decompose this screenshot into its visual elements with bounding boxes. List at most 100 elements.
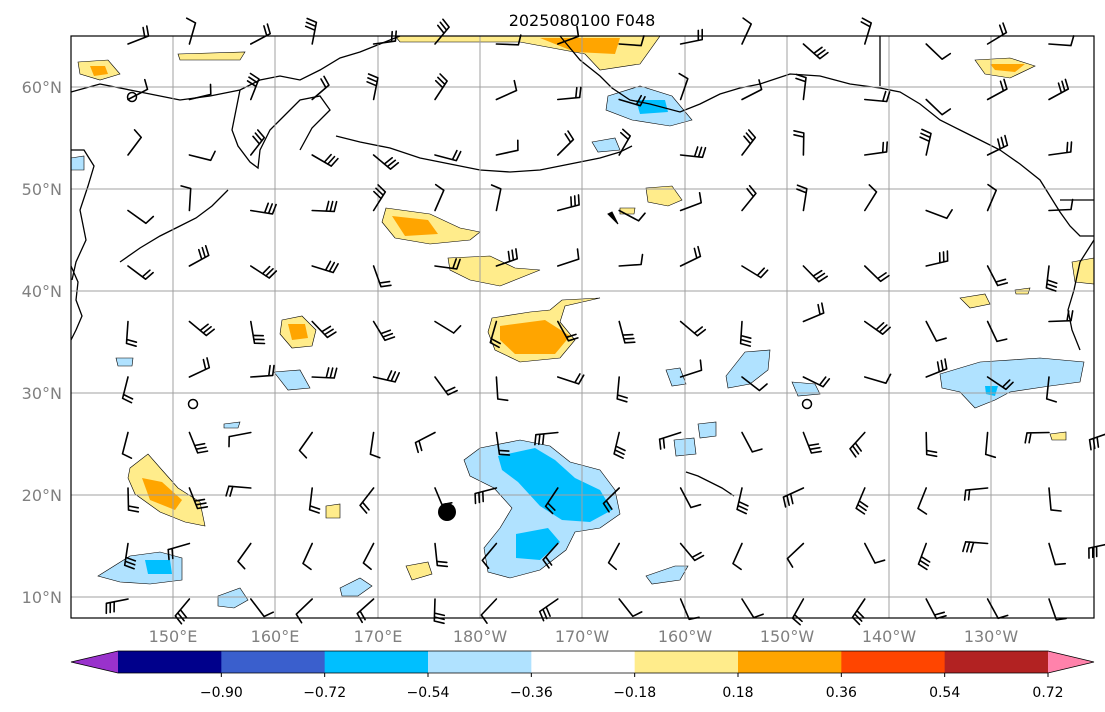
- wind-barb: [917, 542, 931, 571]
- graticule: [71, 36, 1094, 618]
- wind-barb: [917, 487, 928, 515]
- wind-barb: [246, 72, 260, 101]
- wind-barbs: [105, 17, 1105, 626]
- wind-barb: [864, 90, 891, 103]
- wind-barb: [864, 542, 886, 564]
- kamchatka-coastline: [231, 89, 331, 170]
- wind-barb: [125, 320, 138, 347]
- map-panel: [70, 17, 1105, 626]
- wind-barb: [490, 184, 502, 212]
- colorbar-segment: [428, 651, 532, 673]
- wind-barb: [736, 487, 749, 515]
- wind-barb: [986, 265, 1009, 287]
- wind-barb: [864, 320, 891, 335]
- lon-label: 140°W: [862, 627, 917, 646]
- colorbar-segment: [841, 651, 946, 673]
- wind-barb: [225, 485, 252, 497]
- calm-circle: [801, 398, 813, 410]
- negative-area: [339, 577, 373, 597]
- wind-barb: [1048, 542, 1066, 566]
- wind-barb: [860, 17, 872, 45]
- wind-barb: [534, 431, 559, 446]
- wind-barb: [250, 129, 266, 156]
- wind-barb: [962, 541, 989, 553]
- wind-barb: [986, 183, 997, 212]
- positive-area: [619, 207, 636, 215]
- wind-barb: [986, 320, 1008, 343]
- wind-barb: [607, 542, 620, 571]
- negative-area: [273, 369, 311, 391]
- wind-barb: [679, 320, 707, 337]
- wind-barb: [250, 320, 266, 345]
- negative-area: [697, 421, 717, 439]
- lon-label: 130°W: [964, 627, 1019, 646]
- positive-area: [959, 293, 991, 309]
- kuril-islands: [119, 189, 229, 263]
- wind-barb: [359, 487, 375, 514]
- wind-barb: [984, 431, 997, 459]
- wind-barb: [1048, 598, 1067, 621]
- wind-barb: [434, 320, 462, 334]
- wind-barb: [250, 202, 277, 215]
- wind-barb: [188, 357, 211, 378]
- wind-barb: [796, 184, 808, 212]
- wind-barb: [851, 598, 866, 626]
- wind-barb: [1088, 543, 1105, 559]
- wind-barb: [741, 184, 757, 212]
- positive-area: [405, 561, 433, 581]
- positive-area: [447, 255, 541, 287]
- wind-barb: [864, 141, 888, 156]
- negative-area: [591, 137, 621, 153]
- colorbar-segments: [70, 650, 1095, 674]
- wind-barb: [679, 542, 705, 562]
- wind-barb: [188, 83, 212, 101]
- wind-barb: [185, 17, 197, 45]
- wind-barb: [741, 79, 763, 101]
- wind-barb: [786, 542, 805, 568]
- wind-barb: [304, 17, 318, 45]
- wind-barb: [919, 128, 932, 156]
- wind-barb: [678, 72, 689, 101]
- wind-barb: [925, 320, 947, 342]
- wind-barb: [732, 542, 743, 571]
- lat-label: 10°N: [22, 588, 62, 607]
- lat-axis-labels: 60°N 50°N 40°N 30°N 20°N 10°N: [22, 78, 62, 607]
- shaded-fields: [70, 35, 1095, 609]
- wind-barb: [618, 209, 646, 222]
- wind-barb: [741, 129, 757, 156]
- wind-barb: [741, 376, 768, 392]
- wind-barb: [1024, 431, 1050, 444]
- wind-barb: [369, 431, 381, 459]
- wind-barb: [127, 265, 154, 280]
- asia-coastline: [70, 35, 401, 101]
- wind-barb: [618, 320, 636, 344]
- wind-barb: [311, 367, 338, 379]
- negative-core: [516, 528, 560, 560]
- wind-barb: [311, 200, 338, 213]
- wind-barb: [302, 542, 313, 571]
- colorbar-tick-label: 0.72: [1032, 685, 1063, 701]
- wind-barb: [616, 376, 628, 403]
- colorbar-tick-label: −0.72: [303, 685, 346, 701]
- wind-barb: [167, 542, 191, 561]
- colorbar-tick-label: 0.18: [722, 685, 753, 701]
- hawaii-islands: [685, 471, 735, 497]
- colorbar: −0.90 −0.72 −0.54 −0.36 −0.18 0.18 0.36 0.54 0.7…: [70, 650, 1095, 701]
- wind-barb: [741, 265, 769, 279]
- tropical-cyclone-marker: [438, 503, 456, 521]
- wind-barb: [372, 265, 392, 288]
- wind-barb: [481, 542, 498, 569]
- wind-barb: [121, 431, 133, 459]
- lon-label: 170°E: [354, 627, 403, 646]
- positive-core: [392, 216, 438, 236]
- colorbar-extend-high: [1048, 651, 1094, 673]
- colorbar-segment: [634, 651, 739, 673]
- wind-barb: [795, 73, 807, 101]
- positive-core: [288, 324, 308, 340]
- wind-barb: [495, 248, 518, 267]
- wind-barb: [250, 364, 275, 378]
- wind-barb: [802, 302, 825, 323]
- negative-area: [223, 421, 241, 429]
- colorbar-tick-label: 0.36: [826, 685, 857, 701]
- wind-barb: [1048, 141, 1073, 156]
